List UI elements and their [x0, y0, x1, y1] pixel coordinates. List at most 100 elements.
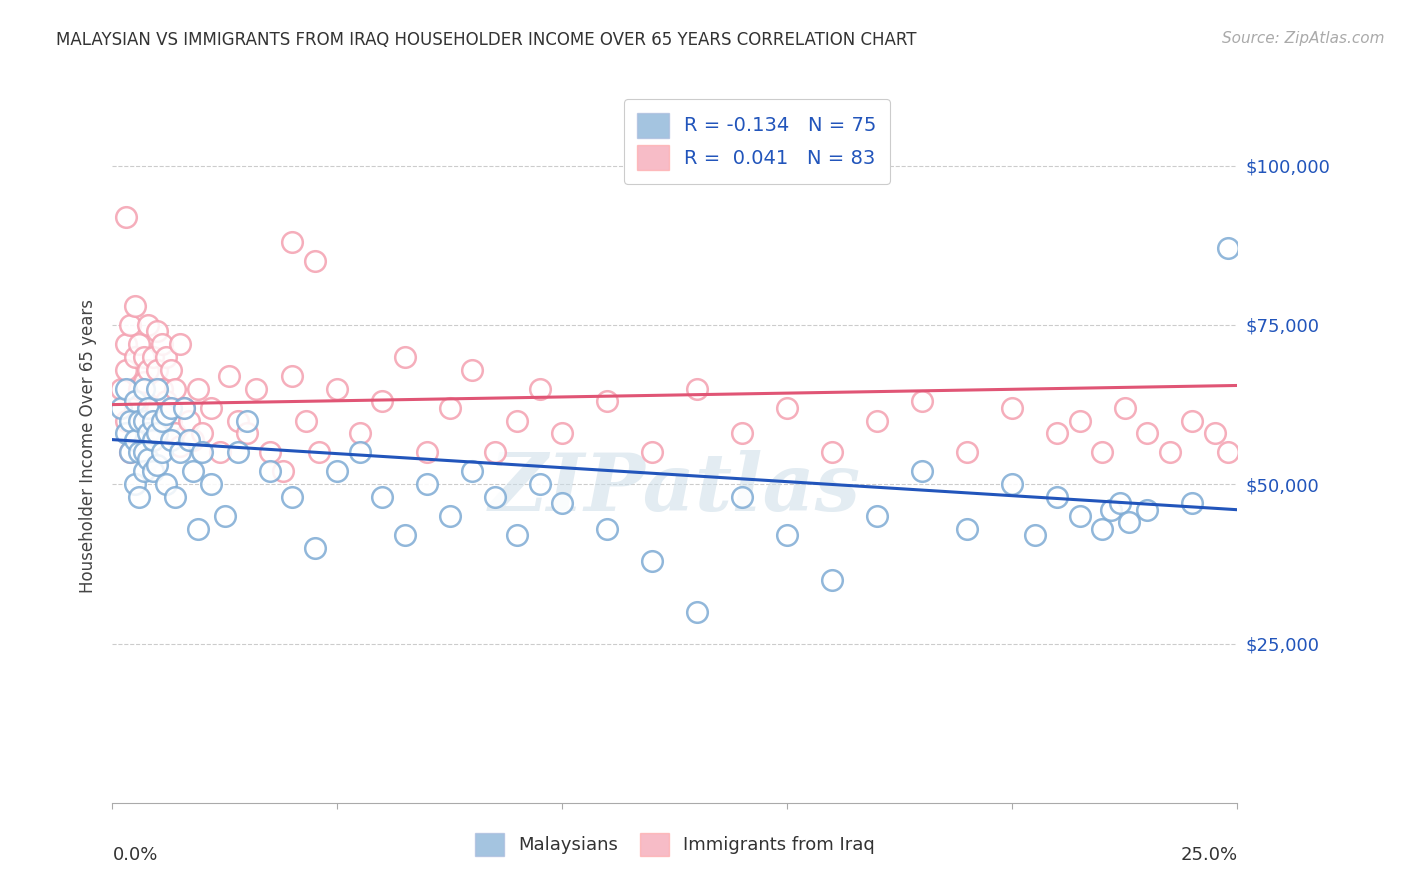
Point: [731, 490, 754, 504]
Point: [169, 439, 191, 453]
Point: [911, 465, 934, 479]
Point: [128, 337, 150, 351]
Point: [150, 445, 173, 459]
Y-axis label: Householder Income Over 65 years: Householder Income Over 65 years: [79, 299, 97, 593]
Point: [142, 433, 165, 447]
Point: [110, 401, 132, 415]
Point: [155, 407, 177, 421]
Point: [596, 522, 619, 536]
Point: [165, 382, 187, 396]
Legend: Malaysians, Immigrants from Iraq: Malaysians, Immigrants from Iraq: [465, 824, 884, 865]
Point: [1218, 445, 1240, 459]
Point: [439, 509, 461, 524]
Point: [214, 509, 236, 524]
Point: [132, 350, 155, 364]
Point: [1218, 242, 1240, 256]
Point: [191, 445, 214, 459]
Point: [173, 401, 195, 415]
Point: [146, 401, 169, 415]
Point: [138, 362, 160, 376]
Point: [110, 382, 132, 396]
Point: [124, 299, 146, 313]
Point: [228, 445, 250, 459]
Point: [308, 445, 330, 459]
Point: [304, 254, 326, 268]
Point: [187, 382, 209, 396]
Point: [686, 382, 709, 396]
Point: [209, 445, 232, 459]
Point: [1001, 477, 1024, 491]
Point: [124, 477, 146, 491]
Text: 25.0%: 25.0%: [1180, 846, 1237, 863]
Point: [529, 382, 551, 396]
Point: [821, 573, 844, 587]
Point: [142, 413, 165, 427]
Point: [236, 413, 259, 427]
Point: [218, 368, 240, 383]
Point: [173, 401, 195, 415]
Point: [146, 382, 169, 396]
Point: [551, 426, 574, 441]
Point: [776, 401, 799, 415]
Point: [115, 337, 138, 351]
Point: [128, 445, 150, 459]
Point: [155, 394, 177, 409]
Point: [120, 445, 142, 459]
Point: [115, 210, 138, 224]
Point: [461, 465, 484, 479]
Point: [394, 528, 416, 542]
Point: [1046, 426, 1069, 441]
Point: [281, 490, 304, 504]
Point: [349, 445, 371, 459]
Point: [150, 337, 173, 351]
Point: [956, 522, 979, 536]
Point: [183, 465, 205, 479]
Point: [128, 426, 150, 441]
Point: [128, 413, 150, 427]
Point: [956, 445, 979, 459]
Point: [191, 426, 214, 441]
Point: [120, 413, 142, 427]
Point: [160, 362, 183, 376]
Point: [142, 433, 165, 447]
Point: [911, 394, 934, 409]
Point: [138, 401, 160, 415]
Point: [1024, 528, 1046, 542]
Text: Source: ZipAtlas.com: Source: ZipAtlas.com: [1222, 31, 1385, 46]
Point: [165, 426, 187, 441]
Point: [115, 362, 138, 376]
Point: [155, 477, 177, 491]
Point: [228, 413, 250, 427]
Point: [776, 528, 799, 542]
Point: [394, 350, 416, 364]
Point: [1091, 445, 1114, 459]
Point: [142, 394, 165, 409]
Point: [245, 382, 267, 396]
Point: [349, 426, 371, 441]
Point: [150, 426, 173, 441]
Point: [124, 401, 146, 415]
Point: [484, 490, 506, 504]
Point: [686, 605, 709, 619]
Point: [160, 433, 183, 447]
Text: 0.0%: 0.0%: [112, 846, 157, 863]
Point: [150, 413, 173, 427]
Point: [132, 382, 155, 396]
Point: [506, 528, 529, 542]
Point: [115, 413, 138, 427]
Point: [281, 235, 304, 249]
Point: [273, 465, 295, 479]
Point: [506, 413, 529, 427]
Point: [1091, 522, 1114, 536]
Point: [177, 413, 200, 427]
Point: [1046, 490, 1069, 504]
Point: [1069, 509, 1091, 524]
Point: [124, 350, 146, 364]
Point: [259, 465, 281, 479]
Point: [1118, 516, 1140, 530]
Point: [132, 376, 155, 390]
Point: [169, 337, 191, 351]
Point: [132, 413, 155, 427]
Point: [200, 477, 222, 491]
Point: [132, 465, 155, 479]
